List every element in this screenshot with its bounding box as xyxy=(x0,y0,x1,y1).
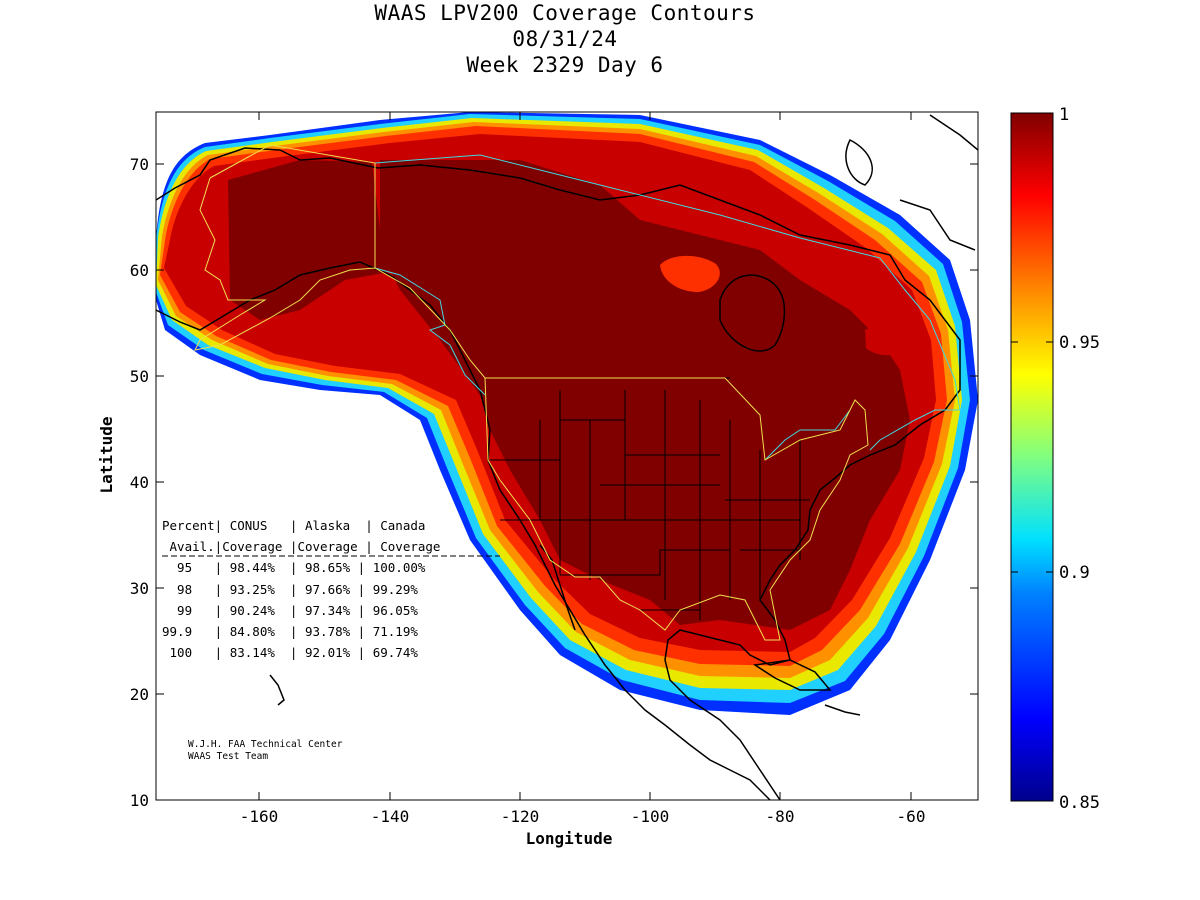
coverage-hotspot-hudson xyxy=(660,255,720,292)
x-tick-label: -160 xyxy=(240,807,279,826)
plot-frame xyxy=(155,111,979,801)
x-tick-marks xyxy=(258,112,912,800)
colorbar xyxy=(1010,112,1054,802)
credit-line-2: WAAS Test Team xyxy=(188,751,268,762)
map-week-day: Week 2329 Day 6 xyxy=(466,53,664,77)
table-row: 99 | 90.24% | 97.34% | 96.05% xyxy=(162,603,418,618)
coverage-table: Percent| CONUS | Alaska | Canada Avail.|… xyxy=(162,518,500,660)
table-row: 99.9 | 84.80% | 93.78% | 71.19% xyxy=(162,624,418,639)
table-row: 95 | 98.44% | 98.65% | 100.00% xyxy=(162,560,426,575)
x-tick-label: -120 xyxy=(501,807,540,826)
x-axis-label: Longitude xyxy=(526,829,613,848)
x-tick-label: -100 xyxy=(631,807,670,826)
map-date: 08/31/24 xyxy=(512,27,618,51)
conus-alaska-borders xyxy=(194,144,869,641)
canada-borders xyxy=(374,154,961,461)
coverage-contours xyxy=(156,112,978,800)
coverage-hotspot-east xyxy=(865,326,912,356)
y-tick-marks xyxy=(156,163,978,695)
y-tick-label: 60 xyxy=(130,261,149,280)
colorbar-label: 0.9 xyxy=(1059,563,1090,583)
map-title: WAAS LPV200 Coverage Contours xyxy=(374,1,756,25)
y-tick-label: 50 xyxy=(130,367,149,386)
colorbar-label: 1 xyxy=(1059,105,1069,125)
y-axis-label: Latitude xyxy=(97,416,116,493)
y-tick-label: 70 xyxy=(130,155,149,174)
table-header-2: Avail.|Coverage |Coverage | Coverage xyxy=(162,539,440,554)
coverage-core-main xyxy=(380,160,910,630)
x-tick-label: -80 xyxy=(766,807,795,826)
credit-line-1: W.J.H. FAA Technical Center xyxy=(188,739,343,750)
table-header-1: Percent| CONUS | Alaska | Canada xyxy=(162,518,425,533)
x-tick-label: -60 xyxy=(897,807,926,826)
y-tick-label: 20 xyxy=(130,685,149,704)
y-tick-label: 30 xyxy=(130,579,149,598)
colorbar-label: 0.85 xyxy=(1059,793,1100,813)
y-tick-label: 40 xyxy=(130,473,149,492)
coastlines xyxy=(156,114,978,800)
colorbar-ticks xyxy=(1011,341,1053,573)
state-borders xyxy=(485,377,810,620)
coverage-core-west xyxy=(228,160,490,390)
colorbar-label: 0.95 xyxy=(1059,333,1100,353)
table-row: 98 | 93.25% | 97.66% | 99.29% xyxy=(162,582,418,597)
y-tick-label: 10 xyxy=(130,791,149,810)
table-row: 100 | 83.14% | 92.01% | 69.74% xyxy=(162,645,418,660)
x-tick-label: -140 xyxy=(371,807,410,826)
